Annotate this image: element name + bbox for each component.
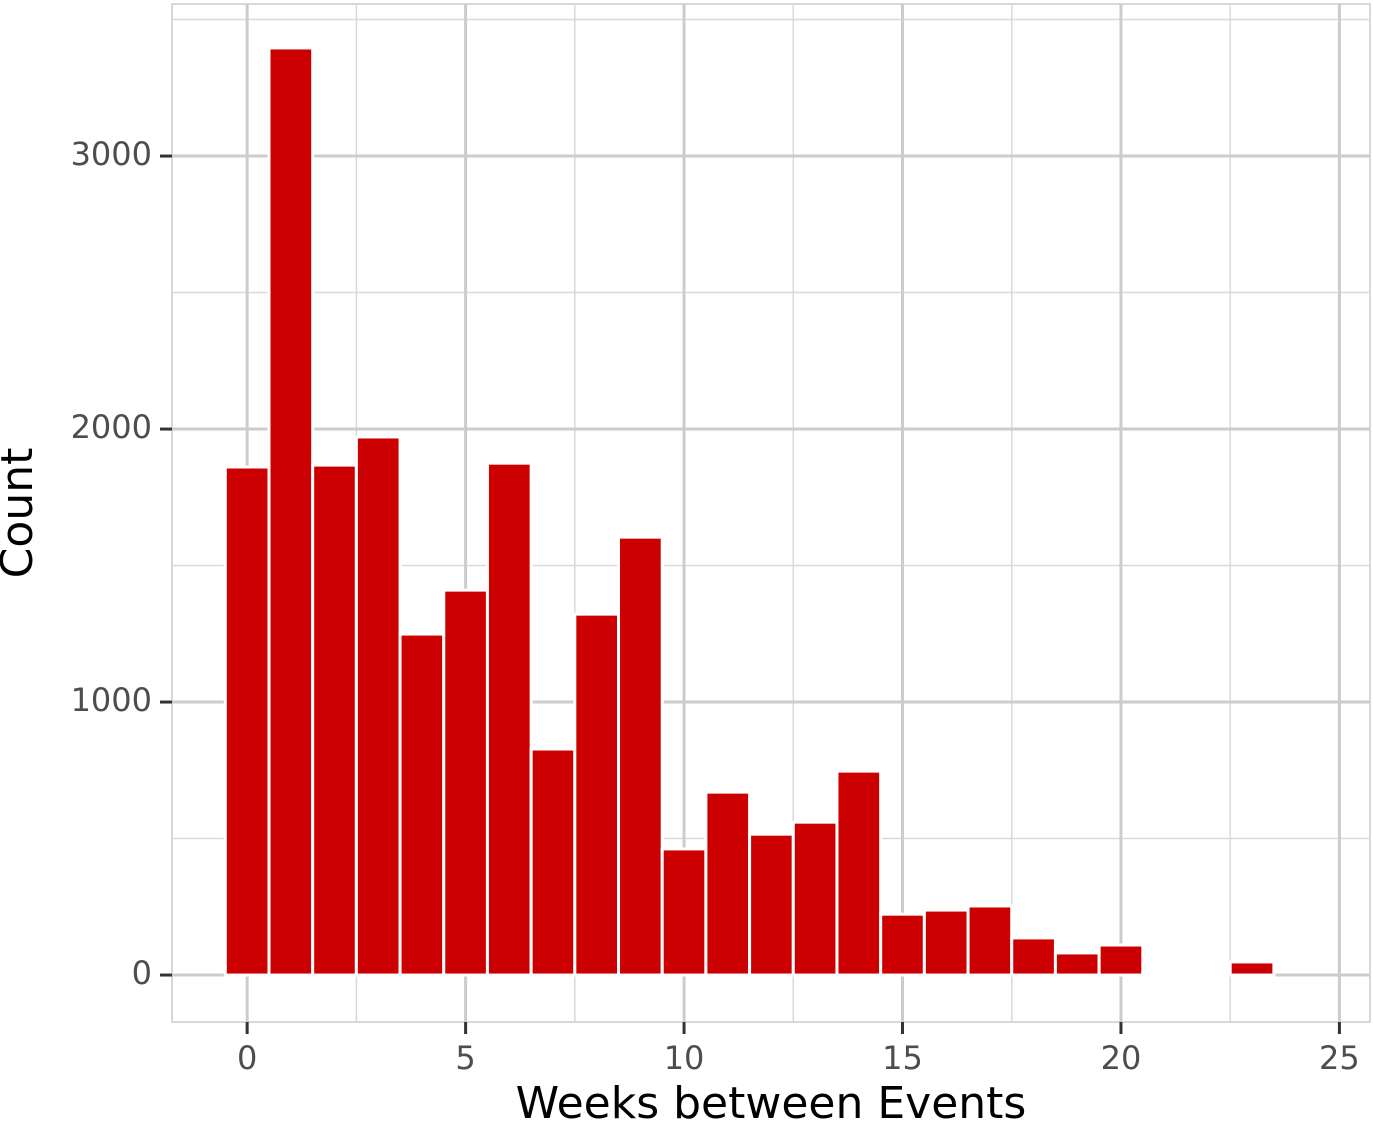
bar [1141,970,1188,977]
y-tick-label: 0 [132,954,152,992]
bar [223,465,271,977]
bar [311,463,358,977]
x-tick-label: 15 [882,1039,923,1077]
bar [354,435,402,977]
bar [791,820,839,977]
bar [1053,951,1101,977]
bar [398,632,446,977]
bar [835,769,883,977]
bar [879,912,926,977]
y-tick-label: 3000 [71,135,152,173]
bar [748,832,795,977]
bar [573,612,621,977]
bar [660,847,708,977]
bar [267,46,315,977]
bar [966,904,1014,977]
x-tick-label: 0 [237,1039,257,1077]
panel-border [171,3,1371,1023]
bar [617,535,664,977]
bar [1097,943,1145,977]
bar [485,461,533,977]
bar [1010,936,1057,977]
x-tick-label: 25 [1319,1039,1360,1077]
x-axis-title: Weeks between Events [516,1078,1027,1127]
bar [922,908,970,977]
y-tick-label: 1000 [71,681,152,719]
x-tick-label: 5 [455,1039,475,1077]
bar [1228,960,1276,977]
x-tick-label: 10 [664,1039,705,1077]
y-tick-label: 2000 [71,408,152,446]
bar [1184,972,1232,977]
bar [442,588,489,977]
y-axis-title: Count [0,448,43,579]
x-tick-label: 20 [1101,1039,1142,1077]
bar [704,790,752,977]
bar [529,747,577,977]
